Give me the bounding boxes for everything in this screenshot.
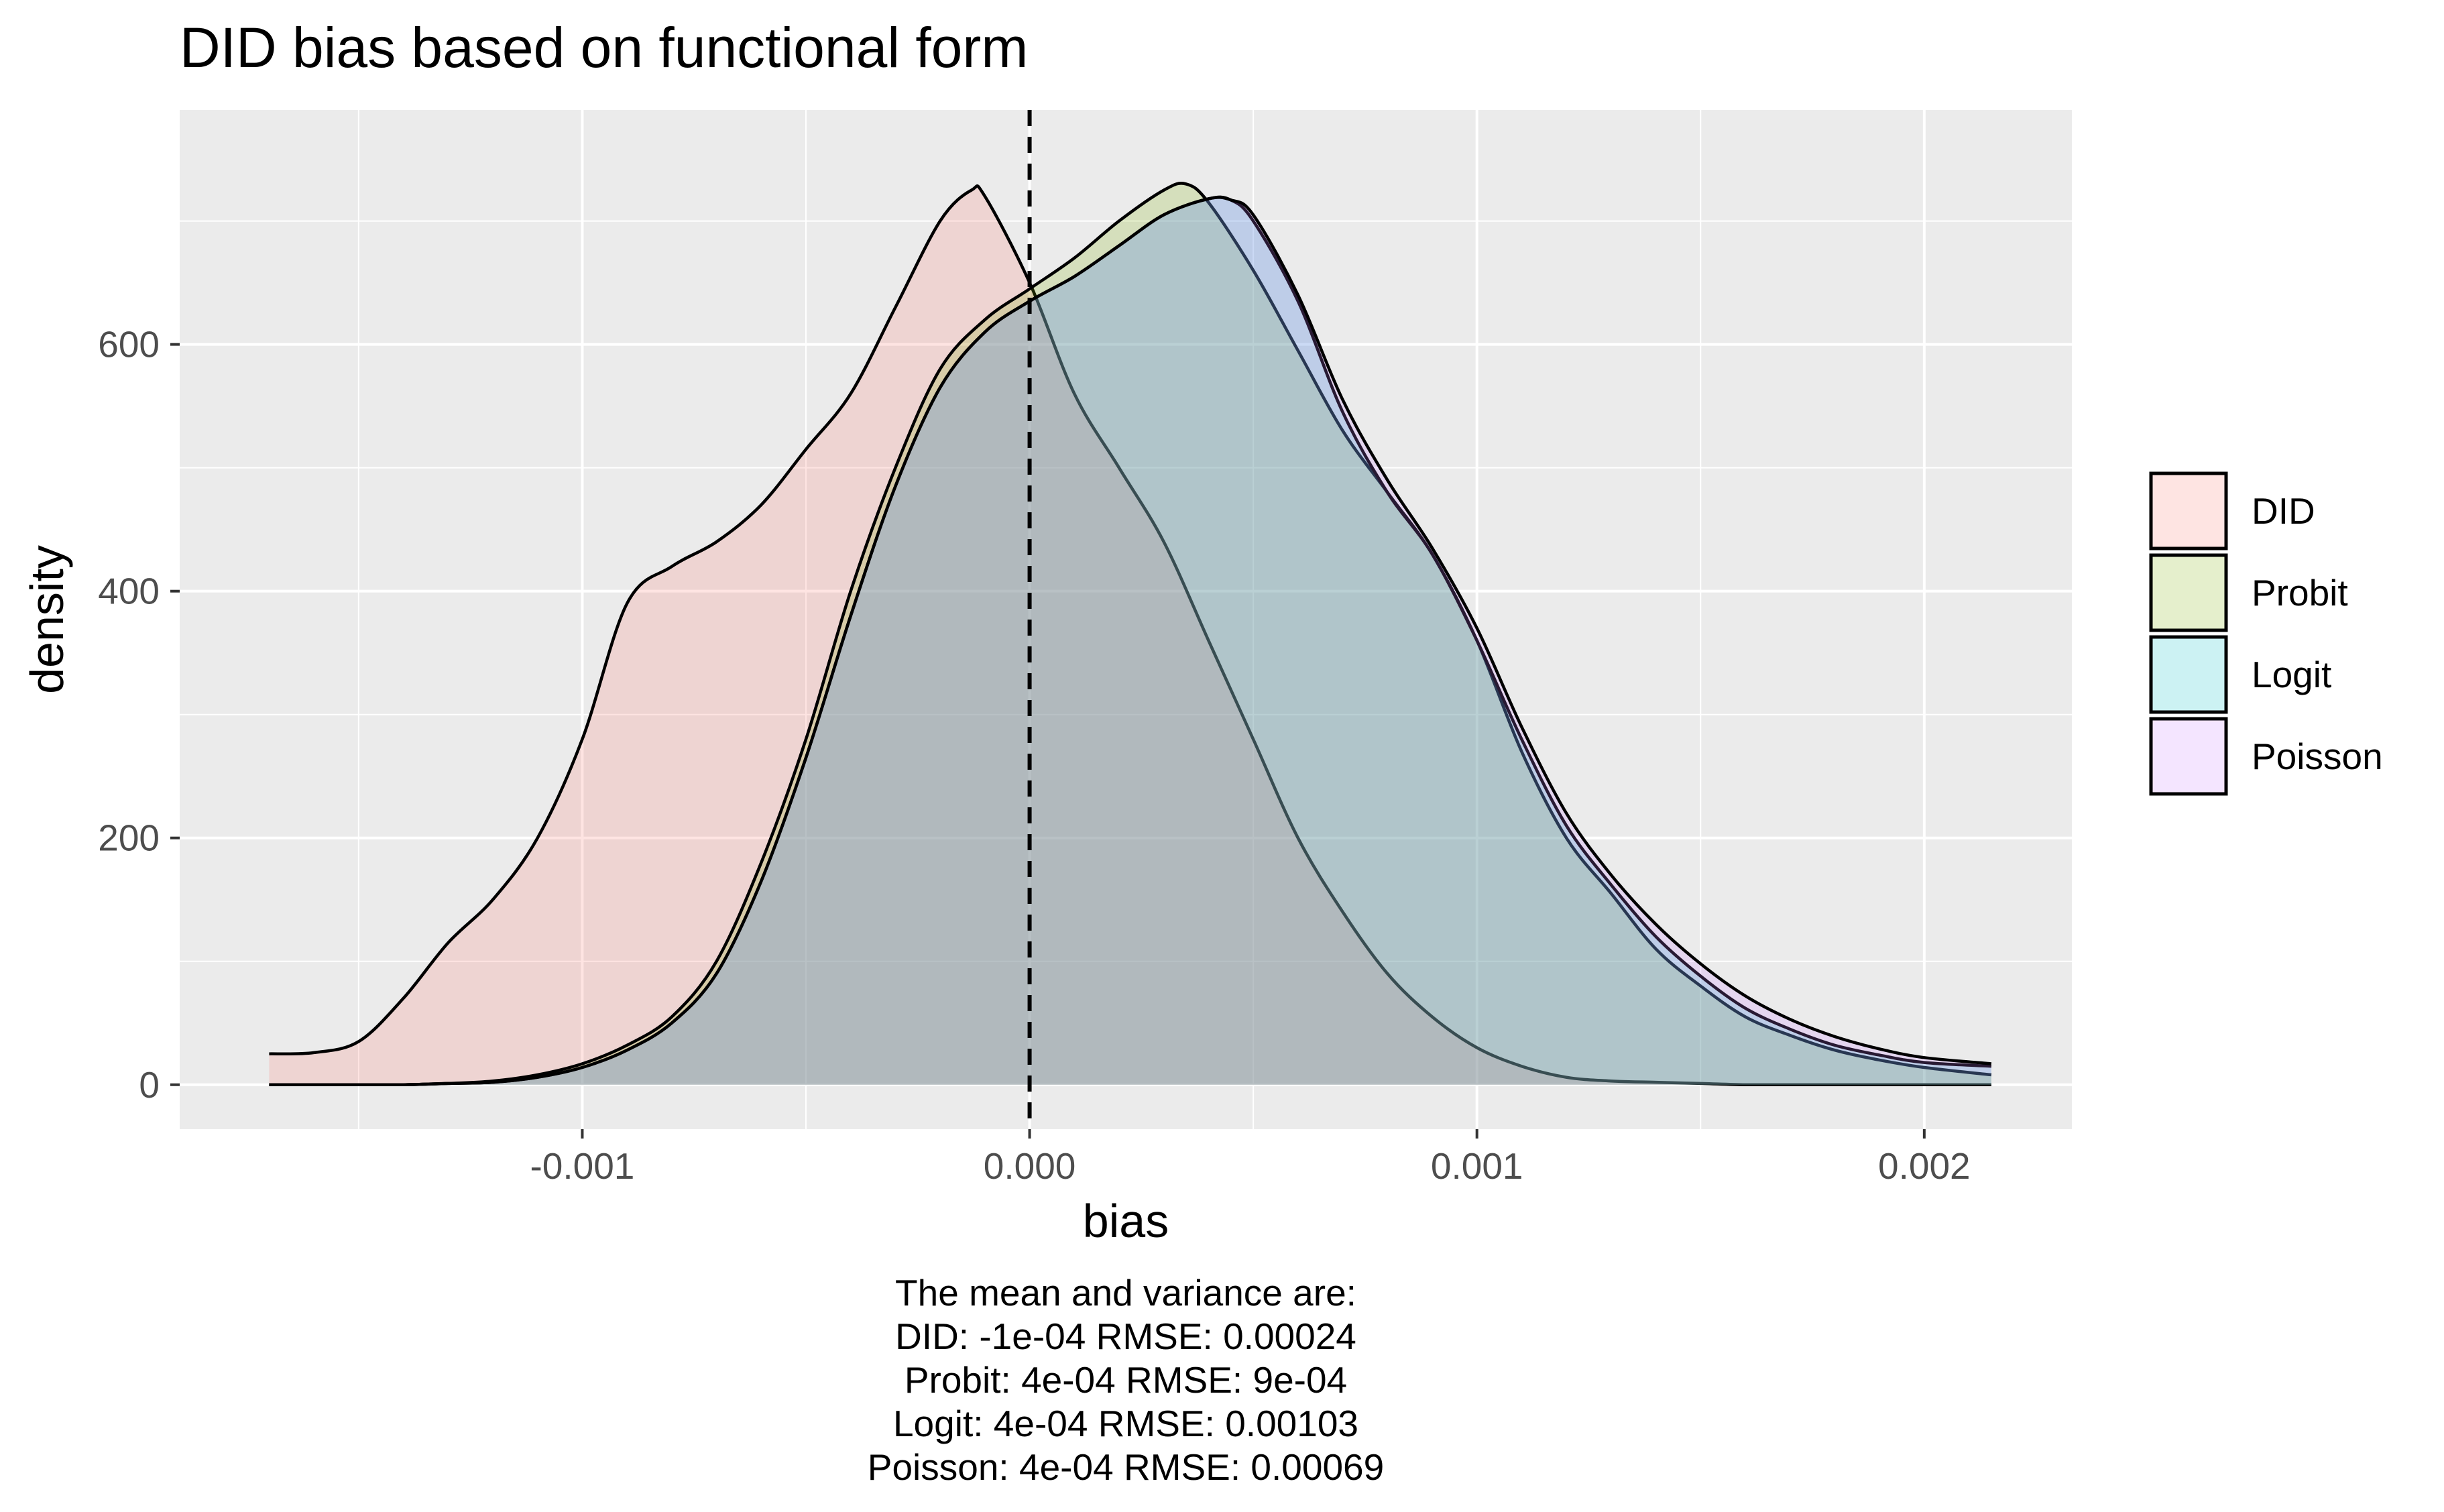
- density-outline-poisson: [269, 196, 1992, 1087]
- x-tick-label: 0.000: [984, 1145, 1076, 1187]
- plot-panel: [180, 110, 2072, 1129]
- density-area-poisson: [269, 197, 1991, 1085]
- legend-label-probit: Probit: [2252, 572, 2348, 614]
- x-tick-label: 0.001: [1431, 1145, 1523, 1187]
- y-tick-label: 400: [98, 571, 160, 612]
- density-area-probit: [269, 183, 1991, 1085]
- x-axis-title: bias: [1083, 1195, 1169, 1247]
- major-gridlines: [180, 110, 2072, 1129]
- legend-key-did: [2149, 471, 2228, 550]
- density-outline-did: [269, 184, 1991, 1087]
- caption-line: Logit: 4e-04 RMSE: 0.00103: [893, 1403, 1358, 1444]
- caption-line: Probit: 4e-04 RMSE: 9e-04: [905, 1359, 1347, 1401]
- chart-title: DID bias based on functional form: [180, 16, 1028, 79]
- x-axis: -0.001 0.000 0.001 0.002: [530, 1129, 1971, 1187]
- y-tick-label: 200: [98, 817, 160, 859]
- legend-key-probit: [2149, 553, 2228, 632]
- x-tick-label: -0.001: [530, 1145, 634, 1187]
- x-tick-label: 0.002: [1878, 1145, 1971, 1187]
- caption: The mean and variance are:DID: -1e-04 RM…: [868, 1272, 1384, 1488]
- legend: DID Probit Logit Poisson: [2149, 471, 2383, 796]
- legend-label-poisson: Poisson: [2252, 736, 2383, 777]
- legend-key-poisson: [2149, 717, 2228, 796]
- caption-line: DID: -1e-04 RMSE: 0.00024: [895, 1316, 1356, 1357]
- y-tick-label: 0: [139, 1064, 160, 1106]
- legend-key-logit: [2149, 635, 2228, 714]
- density-outline-probit: [269, 181, 1992, 1087]
- density-area-logit: [269, 196, 1991, 1085]
- y-tick-label: 600: [98, 324, 160, 365]
- caption-line: Poisson: 4e-04 RMSE: 0.00069: [868, 1446, 1384, 1488]
- y-axis-title: density: [21, 545, 73, 694]
- minor-gridlines: [180, 110, 2072, 1129]
- caption-line: The mean and variance are:: [895, 1272, 1356, 1314]
- density-area-did: [269, 186, 1991, 1085]
- y-axis: 0 200 400 600: [98, 324, 180, 1106]
- legend-label-did: DID: [2252, 490, 2315, 532]
- legend-label-logit: Logit: [2252, 654, 2331, 695]
- density-areas: [269, 181, 1992, 1087]
